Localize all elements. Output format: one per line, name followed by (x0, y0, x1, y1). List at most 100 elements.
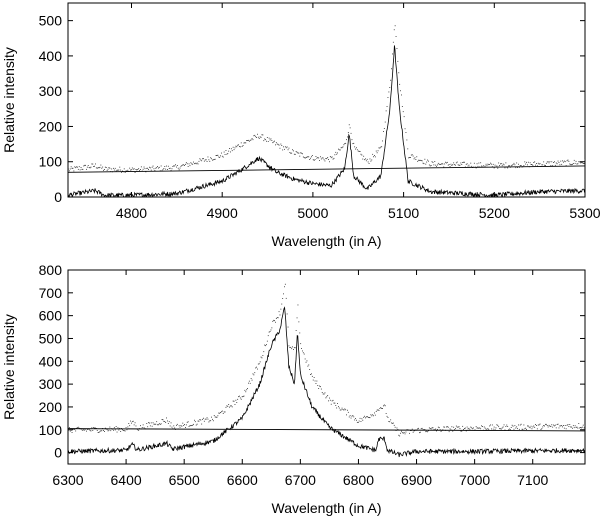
spectrum-point (176, 423, 178, 425)
spectrum-point (130, 420, 131, 422)
spectrum-point (347, 409, 348, 411)
spectrum-point (294, 347, 296, 349)
spectrum-point (207, 418, 209, 420)
spectrum-point (201, 423, 203, 425)
spectrum-point (510, 427, 512, 428)
spectrum-point (312, 159, 314, 161)
spectrum-point (437, 164, 438, 166)
spectrum-point (455, 428, 456, 430)
x-tick-label: 6300 (52, 472, 83, 488)
spectrum-point (304, 157, 306, 159)
spectrum-point (203, 158, 204, 160)
spectrum-point (100, 430, 102, 432)
spectrum-point (143, 427, 145, 429)
spectrum-point (89, 167, 91, 169)
spectrum-point (325, 158, 327, 159)
spectrum-point (437, 429, 438, 430)
spectrum-point (362, 419, 364, 421)
spectrum-point (401, 430, 402, 432)
spectrum-point (258, 363, 260, 365)
spectrum-point (453, 426, 455, 428)
spectrum-point (92, 430, 94, 431)
spectrum-point (221, 155, 223, 157)
spectrum-point (563, 427, 565, 429)
spectrum-point (157, 166, 158, 167)
spectrum-point (103, 430, 104, 431)
spectrum-point (215, 155, 217, 156)
spectrum-point (432, 162, 434, 163)
spectrum-point (519, 424, 521, 426)
spectrum-point (413, 430, 415, 432)
spectrum-point (124, 172, 126, 173)
spectrum-point (507, 167, 509, 169)
spectrum-point (498, 426, 500, 428)
spectrum-point (346, 414, 347, 416)
spectrum-point (282, 149, 284, 151)
spectrum-point (100, 164, 102, 166)
spectrum-point (208, 421, 210, 423)
spectrum-point (529, 162, 531, 164)
y-tick-label: 800 (39, 262, 63, 278)
spectrum-point (279, 147, 281, 149)
spectrum-point (257, 133, 258, 135)
y-tick-label: 100 (39, 422, 63, 438)
spectrum-point (241, 146, 243, 147)
spectrum-point (94, 165, 95, 167)
spectrum-point (134, 422, 136, 424)
spectrum-point (314, 159, 316, 160)
spectrum-point (82, 168, 84, 170)
spectrum-point (508, 165, 509, 167)
spectrum-point (350, 132, 352, 134)
spectrum-point (151, 425, 153, 427)
spectrum-point (230, 151, 231, 153)
spectrum-point (94, 427, 95, 429)
spectrum-point (582, 163, 584, 164)
spectrum-point (293, 347, 295, 349)
continuum-line (68, 428, 585, 432)
spectrum-point (359, 151, 361, 152)
spectrum-point (202, 418, 203, 420)
spectrum-point (68, 170, 70, 172)
spectrum-point (325, 397, 327, 399)
spectrum-point (511, 164, 513, 166)
spectrum-point (505, 426, 507, 427)
spectrum-point (543, 161, 545, 163)
spectrum-point (263, 351, 265, 353)
spectrum-point (417, 428, 419, 430)
spectrum-point (161, 170, 163, 172)
spectrum-point (128, 423, 130, 424)
spectrum-point (266, 137, 268, 138)
spectrum-point (559, 425, 561, 427)
spectrum-point (99, 166, 101, 168)
spectrum-point (353, 142, 355, 144)
x-tick-label: 6500 (169, 472, 200, 488)
spectrum-point (146, 167, 148, 169)
spectrum-point (218, 156, 220, 158)
spectrum-point (147, 167, 149, 169)
spectrum-point (176, 165, 178, 166)
spectrum-point (425, 163, 427, 165)
spectrum-point (305, 361, 307, 363)
spectrum-point (488, 429, 490, 430)
spectrum-point (142, 168, 144, 170)
spectrum-point (119, 166, 121, 168)
spectrum-point (554, 164, 556, 166)
spectrum-point (320, 156, 321, 158)
spectrum-point (337, 152, 338, 154)
spectrum-point (152, 165, 154, 167)
spectrum-point (490, 162, 491, 164)
spectrum-point (326, 158, 328, 160)
spectrum-point (479, 427, 481, 429)
spectrum-point (491, 424, 493, 426)
spectrum-point (194, 163, 195, 165)
spectrum-point (292, 346, 293, 348)
spectrum-point (430, 428, 432, 430)
spectrum-point (238, 144, 239, 146)
spectrum-point (253, 374, 255, 376)
spectrum-point (444, 163, 446, 165)
spectrum-point (467, 165, 469, 167)
spectrum-point (83, 429, 85, 430)
spectrum-point (418, 427, 419, 429)
spectrum-point (72, 428, 74, 430)
